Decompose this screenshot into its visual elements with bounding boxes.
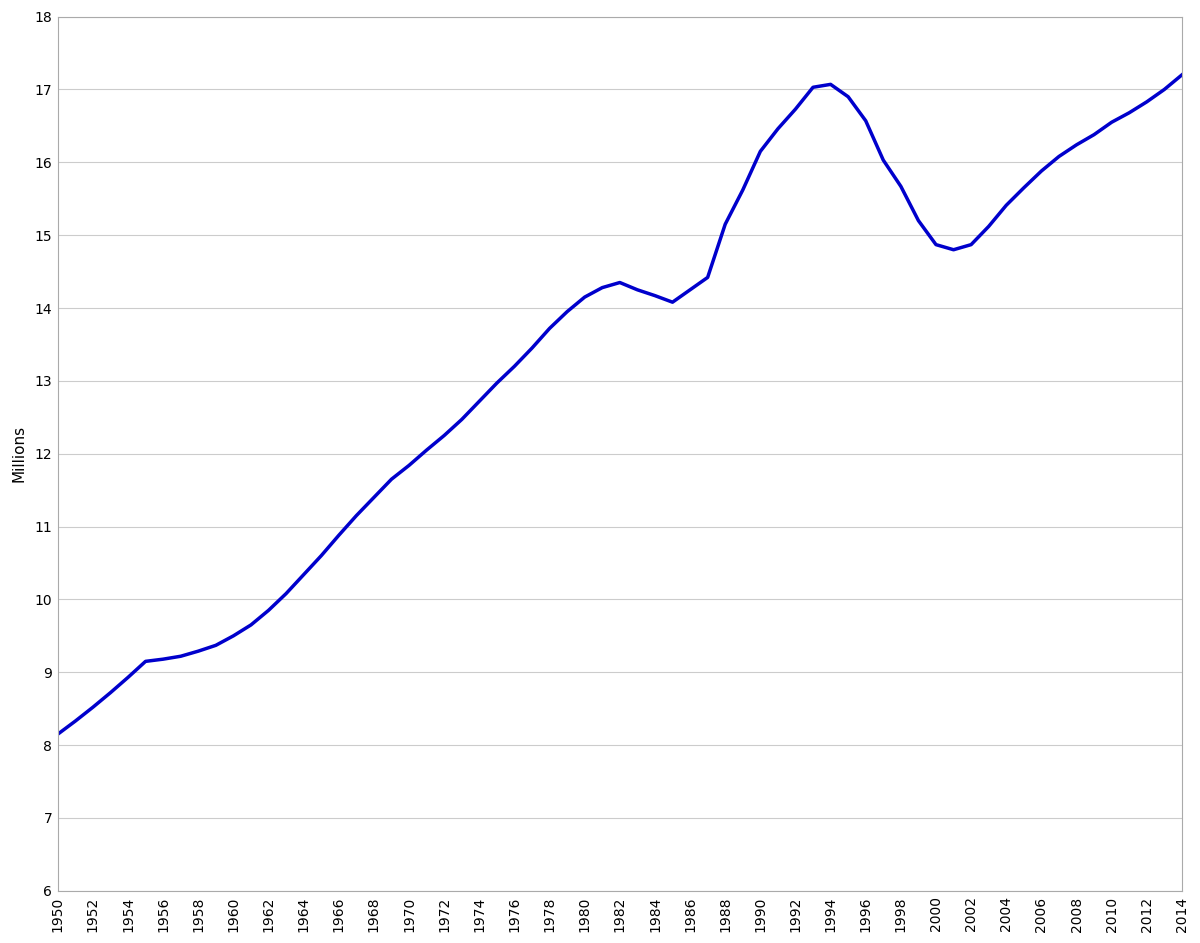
Y-axis label: Millions: Millions	[11, 425, 26, 482]
